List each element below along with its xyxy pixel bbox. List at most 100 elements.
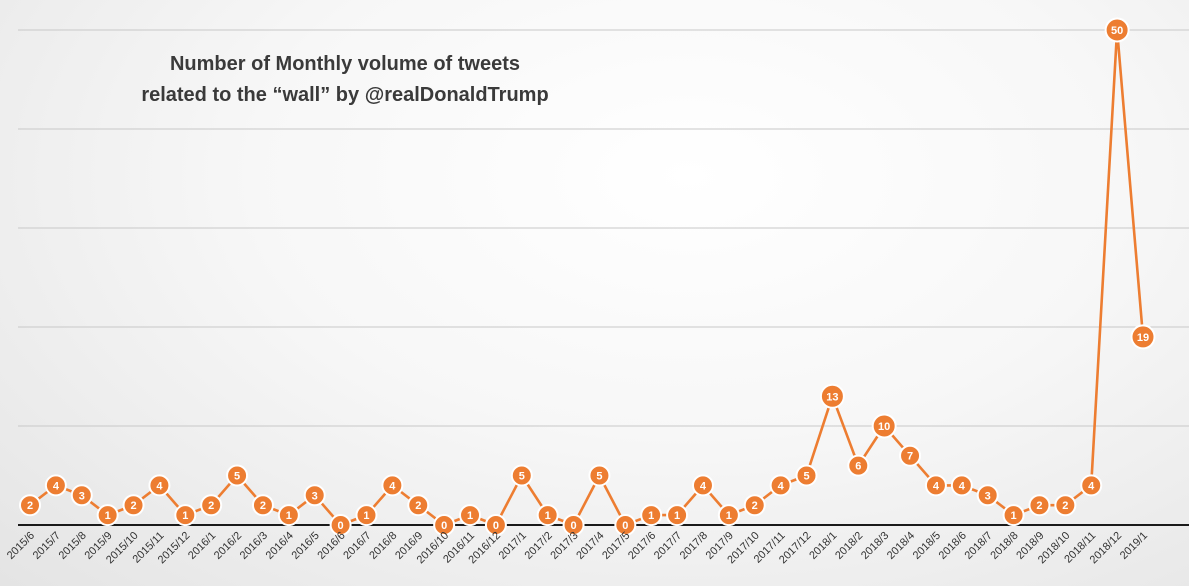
data-label: 1: [286, 510, 292, 522]
data-label: 2: [208, 500, 214, 512]
x-tick-label: 2017/7: [652, 530, 684, 562]
data-label: 4: [389, 480, 396, 492]
data-point-marker: [459, 504, 482, 527]
x-tick-label: 2015/6: [5, 530, 37, 562]
x-tick-label: 2016/5: [290, 530, 322, 562]
data-label: 3: [79, 490, 85, 502]
data-label: 1: [363, 510, 369, 522]
x-tick-label: 2018/5: [911, 530, 943, 562]
x-tick-label: 2018/7: [963, 530, 995, 562]
x-tick-label: 2017/2: [523, 530, 555, 562]
data-point-marker: [174, 504, 197, 527]
data-label: 0: [570, 520, 576, 532]
data-label: 0: [441, 520, 447, 532]
data-point-marker: [743, 494, 766, 517]
x-tick-label: 2018/1: [807, 530, 839, 562]
data-label: 5: [519, 471, 525, 483]
data-point-marker: [122, 494, 145, 517]
x-tick-label: 2015/8: [57, 530, 89, 562]
data-label: 1: [1011, 510, 1017, 522]
data-point-marker: [1080, 474, 1103, 497]
x-tick-label: 2016/3: [238, 530, 270, 562]
data-label: 2: [752, 500, 758, 512]
x-tick-label: 2016/4: [264, 530, 296, 562]
data-point-marker: [381, 474, 404, 497]
data-point-marker: [847, 454, 870, 477]
data-point-marker: [899, 444, 922, 467]
data-point-marker: [329, 514, 352, 536]
data-label: 2: [1036, 500, 1042, 512]
data-point-marker: [303, 484, 326, 507]
data-point-marker: [536, 504, 559, 527]
data-label: 5: [234, 471, 240, 483]
data-point-marker: [277, 504, 300, 527]
data-label: 0: [338, 520, 344, 532]
data-point-marker: [1104, 17, 1130, 43]
data-point-marker: [251, 494, 274, 517]
data-point-marker: [717, 504, 740, 527]
data-label: 19: [1137, 332, 1149, 344]
data-label: 2: [130, 500, 136, 512]
data-point-marker: [510, 464, 533, 487]
data-point-marker: [976, 484, 999, 507]
data-point-marker: [44, 474, 67, 497]
data-point-marker: [200, 494, 223, 517]
data-point-marker: [355, 504, 378, 527]
x-tick-label: 2018/4: [885, 530, 917, 562]
data-point-marker: [407, 494, 430, 517]
data-label: 4: [933, 480, 940, 492]
data-label: 1: [467, 510, 473, 522]
data-label: 2: [260, 500, 266, 512]
data-label: 13: [826, 391, 838, 403]
data-point-marker: [924, 474, 947, 497]
x-tick-label: 2016/6: [315, 530, 347, 562]
data-label: 2: [415, 500, 421, 512]
data-label: 1: [648, 510, 654, 522]
x-tick-label: 2015/7: [31, 530, 63, 562]
data-label: 3: [312, 490, 318, 502]
data-label: 0: [493, 520, 499, 532]
x-tick-label: 2016/8: [367, 530, 399, 562]
x-tick-label: 2016/1: [186, 530, 218, 562]
data-label: 4: [1088, 480, 1095, 492]
data-point-marker: [70, 484, 93, 507]
data-label: 1: [674, 510, 680, 522]
data-label: 3: [985, 490, 991, 502]
data-label: 4: [53, 480, 60, 492]
data-label: 1: [182, 510, 188, 522]
data-point-marker: [614, 514, 637, 536]
data-point-marker: [1002, 504, 1025, 527]
data-label: 4: [156, 480, 163, 492]
x-tick-label: 2018/6: [937, 530, 969, 562]
data-label: 4: [959, 480, 966, 492]
x-tick-label: 2018/8: [988, 530, 1020, 562]
data-point-marker: [19, 494, 41, 517]
x-tick-labels: 2015/62015/72015/82015/92015/102015/1120…: [5, 530, 1150, 567]
data-point-marker: [433, 514, 456, 536]
data-point-marker: [640, 504, 663, 527]
data-label: 2: [1062, 500, 1068, 512]
x-tick-label: 2018/3: [859, 530, 891, 562]
data-point-marker: [226, 464, 249, 487]
data-point-marker: [148, 474, 171, 497]
x-tick-label: 2016/2: [212, 530, 244, 562]
data-point-marker: [562, 514, 585, 536]
data-label: 5: [803, 471, 809, 483]
data-label: 4: [700, 480, 707, 492]
chart-title-line-2: related to the “wall” by @realDonaldTrum…: [141, 84, 548, 106]
data-point-marker: [1130, 324, 1156, 350]
data-point-marker: [1028, 494, 1051, 517]
data-label: 7: [907, 451, 913, 463]
data-label: 10: [878, 421, 890, 433]
data-label: 5: [596, 471, 602, 483]
data-label: 4: [778, 480, 785, 492]
data-point-marker: [691, 474, 714, 497]
data-point-marker: [96, 504, 119, 527]
data-label: 50: [1111, 25, 1123, 37]
data-label: 0: [622, 520, 628, 532]
data-point-marker: [871, 413, 897, 439]
x-tick-label: 2017/5: [600, 530, 632, 562]
x-tick-label: 2017/3: [548, 530, 580, 562]
